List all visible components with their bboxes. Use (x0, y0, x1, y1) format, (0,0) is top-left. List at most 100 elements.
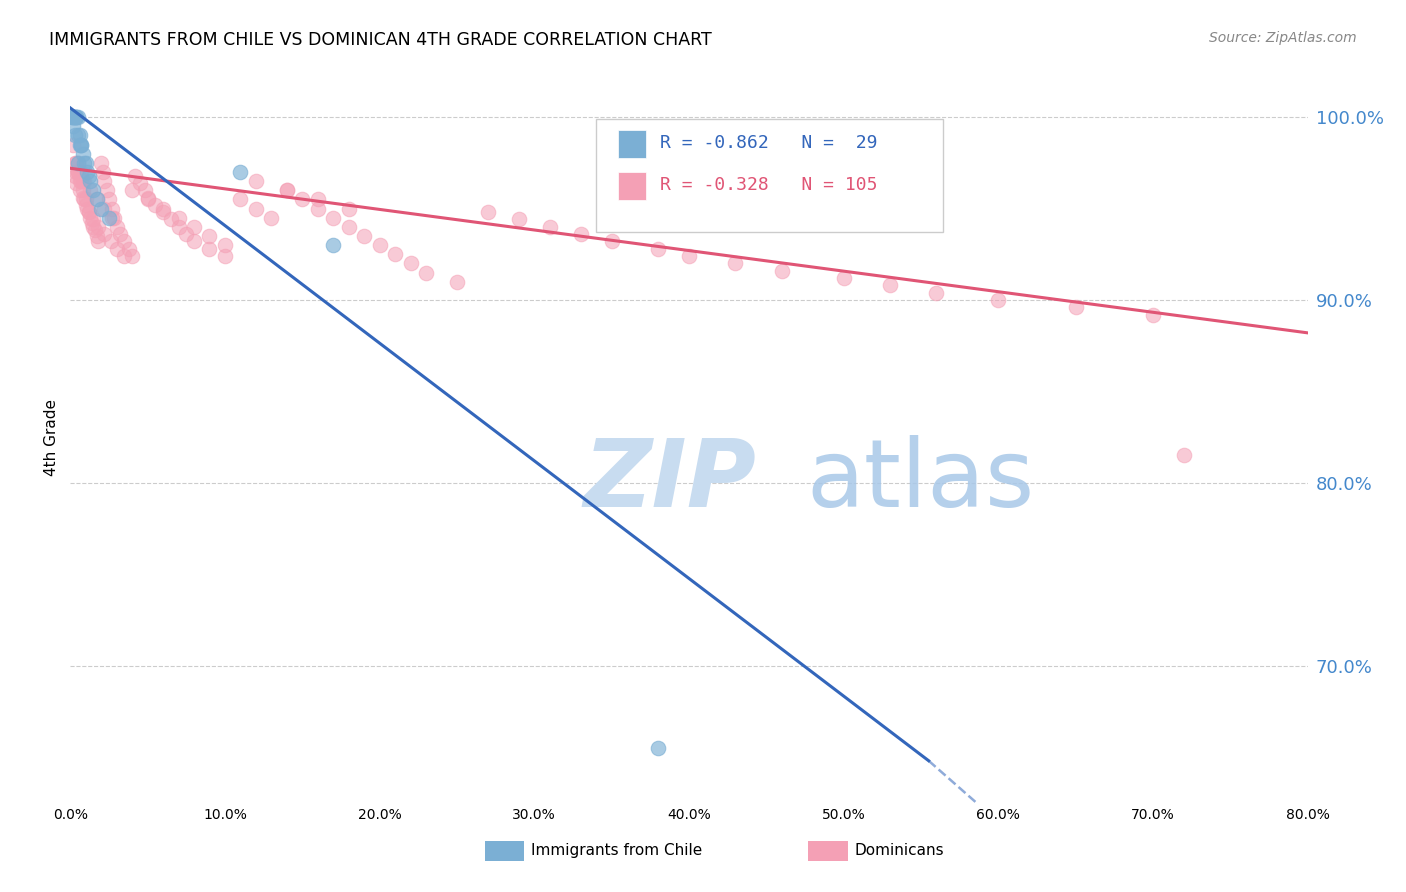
Point (65, 110, 87, 124)
Point (87, 235, 110, 249)
Point (600, 235, 623, 249)
Point (67, 155, 90, 169)
Text: Dominicans: Dominicans (855, 844, 945, 858)
Point (152, 205, 174, 219)
Point (114, 235, 136, 249)
Point (103, 211, 125, 225)
Point (70, 174, 93, 188)
Point (62, 119, 84, 133)
Point (73, 174, 96, 188)
Point (925, 285, 948, 300)
Point (77, 205, 100, 219)
Point (93, 227, 115, 241)
Text: Source: ZipAtlas.com: Source: ZipAtlas.com (1209, 31, 1357, 45)
Point (96, 183, 118, 197)
Point (75, 155, 97, 169)
Point (124, 169, 146, 183)
Text: ZIP: ZIP (583, 435, 756, 527)
Point (183, 235, 205, 249)
Point (276, 183, 298, 197)
Point (1173, 448, 1195, 462)
Point (76, 202, 98, 216)
Point (80, 216, 103, 230)
Point (77, 169, 100, 183)
Point (353, 228, 375, 243)
Point (1064, 300, 1087, 314)
Y-axis label: 4th Grade: 4th Grade (44, 399, 59, 475)
Point (65, 176, 87, 190)
Point (477, 205, 499, 219)
Point (260, 211, 283, 225)
Point (70, 165, 93, 179)
Point (67, 165, 90, 179)
Point (276, 183, 298, 197)
Point (229, 192, 252, 206)
Point (63, 155, 86, 169)
Point (167, 219, 190, 234)
Point (229, 165, 252, 179)
Point (90, 155, 112, 169)
Point (72, 174, 94, 188)
Point (79, 211, 101, 225)
Point (538, 219, 561, 234)
Point (291, 192, 314, 206)
Point (69, 174, 91, 188)
Point (73, 155, 96, 169)
Point (98, 211, 121, 225)
Point (129, 176, 152, 190)
Point (93, 174, 115, 188)
Point (63, 128, 86, 143)
Point (136, 190, 159, 204)
Point (62, 110, 84, 124)
Text: R = -0.862   N =  29: R = -0.862 N = 29 (661, 134, 877, 152)
Point (69, 165, 91, 179)
Point (114, 249, 136, 263)
Point (100, 235, 122, 249)
Point (770, 263, 793, 277)
Point (105, 219, 128, 234)
Text: Immigrants from Chile: Immigrants from Chile (531, 844, 703, 858)
Point (82, 212, 105, 227)
Point (337, 202, 360, 216)
Point (214, 238, 236, 252)
Point (108, 227, 131, 241)
Point (67, 165, 90, 179)
Point (384, 247, 406, 261)
Point (98, 192, 121, 206)
Point (415, 265, 437, 279)
Point (86, 228, 108, 243)
Point (678, 249, 700, 263)
Point (62, 110, 84, 124)
Point (87, 219, 110, 234)
Text: IMMIGRANTS FROM CHILE VS DOMINICAN 4TH GRADE CORRELATION CHART: IMMIGRANTS FROM CHILE VS DOMINICAN 4TH G… (49, 31, 711, 49)
Point (62, 137, 84, 152)
Point (84, 223, 107, 237)
Point (77, 205, 100, 219)
Point (322, 211, 344, 225)
Point (136, 192, 159, 206)
Point (65, 155, 87, 169)
Point (69, 183, 91, 197)
Point (198, 228, 221, 243)
Point (508, 212, 530, 227)
Point (82, 219, 105, 234)
Point (69, 128, 91, 143)
Point (101, 211, 124, 225)
Point (90, 202, 112, 216)
Point (160, 212, 183, 227)
Bar (619, 172, 645, 200)
Point (63, 169, 86, 183)
Point (368, 238, 391, 252)
Point (72, 183, 94, 197)
Point (245, 202, 267, 216)
Point (79, 183, 101, 197)
Point (446, 275, 468, 289)
Point (67, 155, 90, 169)
Point (121, 249, 143, 263)
FancyBboxPatch shape (596, 119, 942, 232)
Point (198, 242, 221, 256)
Text: atlas: atlas (807, 435, 1035, 527)
Point (322, 238, 344, 252)
Point (70, 137, 93, 152)
Point (145, 198, 167, 212)
